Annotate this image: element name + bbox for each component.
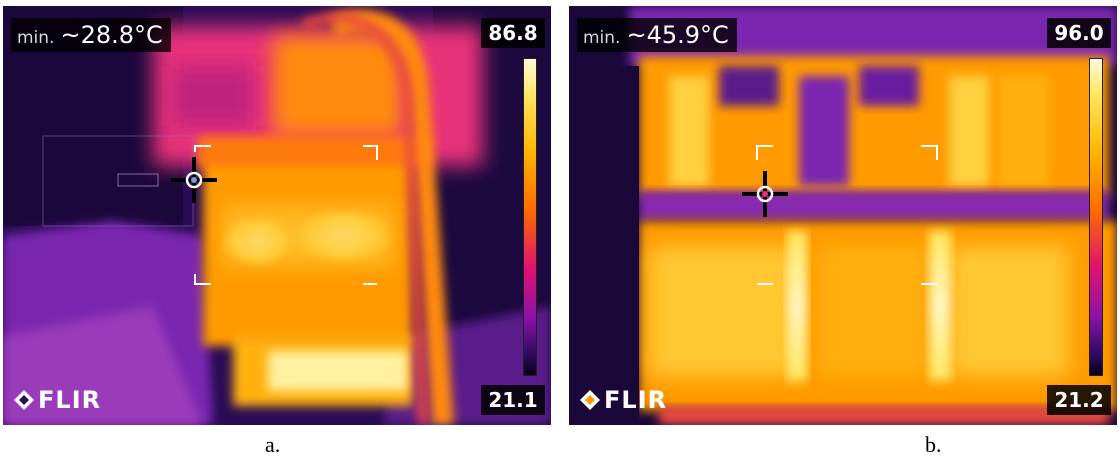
thermal-scene-a [3,6,551,425]
caption-b: b. [925,432,942,457]
flir-logo-icon [580,390,600,410]
scale-max-value: 96.0 [1047,18,1111,48]
min-temperature-readout: min. ~28.8°C [11,18,171,52]
flir-logo-icon [14,390,34,410]
color-scale-bar [1089,58,1103,376]
scale-min-value: 21.2 [1047,385,1111,415]
scale-min-value: 21.1 [481,385,545,415]
thermal-scene-b [569,6,1117,425]
color-scale-bar [523,58,537,376]
thermal-image-a: min. ~28.8°C 86.8 21.1 FLIR [3,6,551,425]
flir-logo-text: FLIR [604,386,668,414]
scale-max-value: 86.8 [481,18,545,48]
min-temperature-value: ~45.9°C [626,21,729,49]
min-temperature-value: ~28.8°C [60,21,163,49]
min-label: min. [583,28,621,48]
min-label: min. [17,28,55,48]
flir-logo: FLIR [13,387,101,413]
crosshair-icon [742,171,788,217]
thermal-image-b: min. ~45.9°C 96.0 21.2 FLIR [569,6,1117,425]
flir-logo: FLIR [579,387,667,413]
caption-a: a. [265,432,281,457]
min-temperature-readout: min. ~45.9°C [577,18,737,52]
crosshair-icon [171,157,217,203]
flir-logo-text: FLIR [38,386,102,414]
